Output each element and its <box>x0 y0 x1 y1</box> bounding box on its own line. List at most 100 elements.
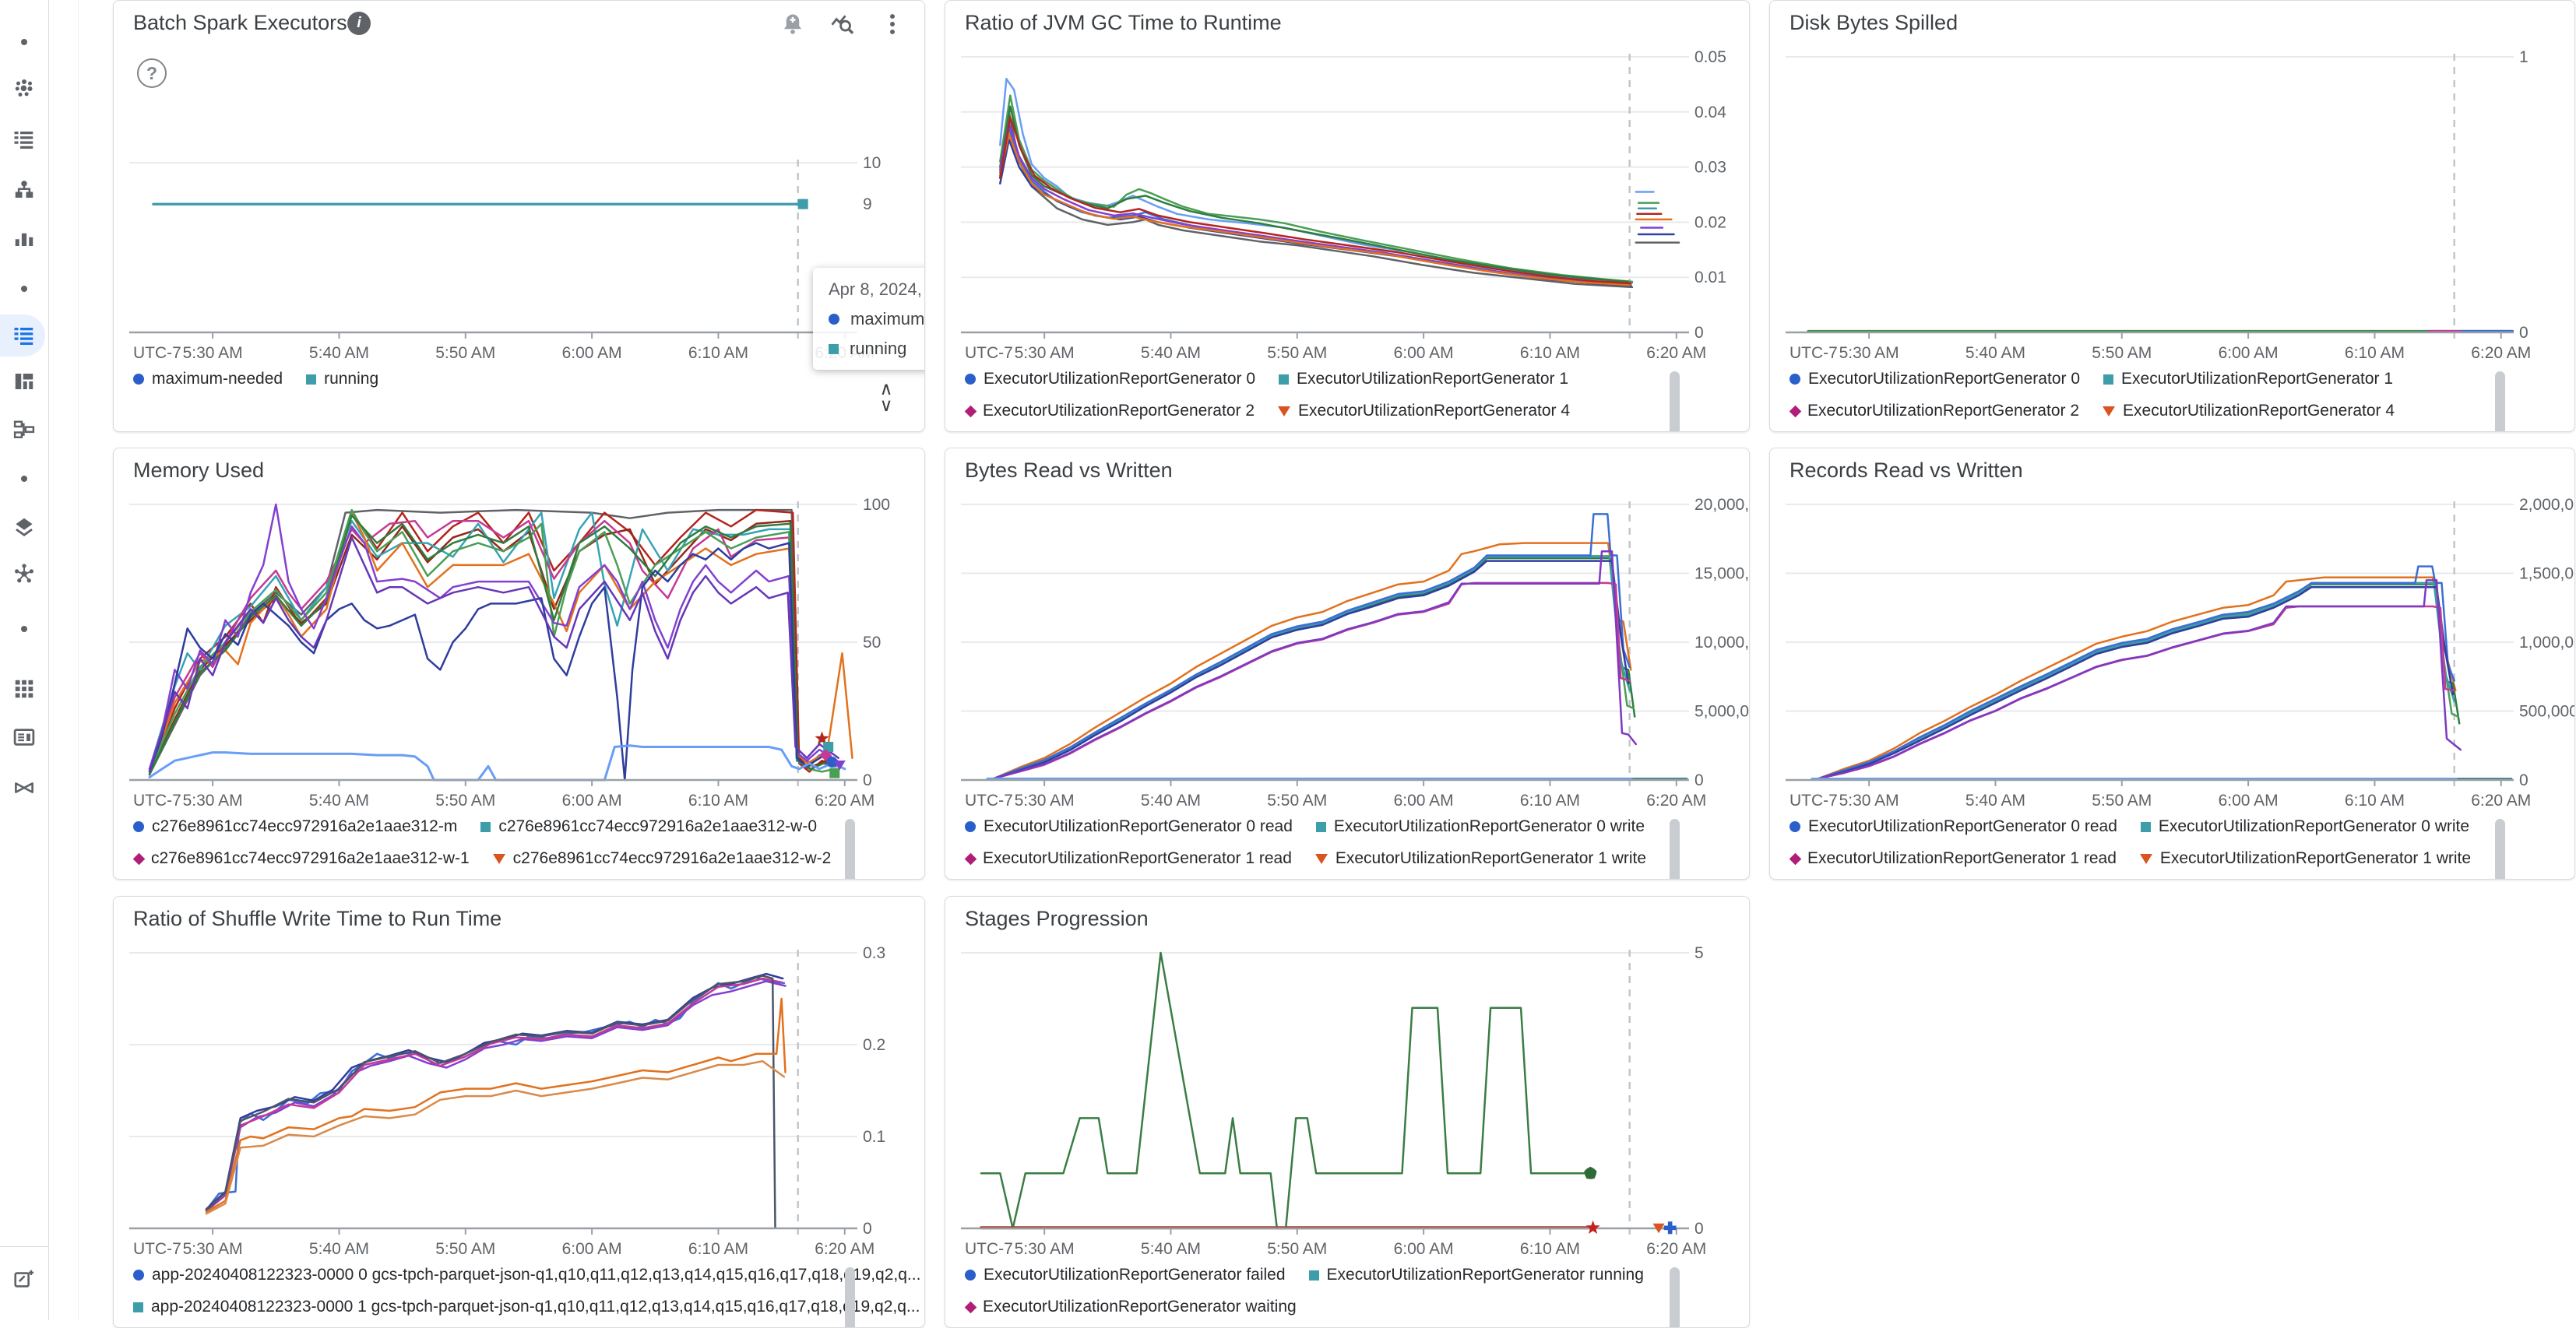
flow-icon <box>13 420 35 438</box>
svg-text:UTC-7: UTC-7 <box>133 1240 181 1258</box>
legend-item[interactable]: ExecutorUtilizationReportGenerator 2 <box>964 402 1255 420</box>
svg-text:6:10 AM: 6:10 AM <box>2345 344 2405 362</box>
sidebar-item-compose-icon[interactable] <box>5 1259 44 1298</box>
chart-shuffle-write-ratio[interactable]: 0.3 0.2 0.1 0 5:30 AM 5:40 AM 5:50 AM 6:00 AM 6:… <box>114 897 924 1263</box>
legend-item[interactable]: ExecutorUtilizationReportGenerator 1 <box>1279 370 1568 388</box>
legend-scrollbar[interactable] <box>1670 371 1680 431</box>
legend-item[interactable]: app-20240408122323-0000 0 gcs-tpch-parqu… <box>133 1266 920 1284</box>
svg-text:5:50 AM: 5:50 AM <box>1267 344 1327 362</box>
sidebar-item-dot-icon[interactable] <box>5 459 44 498</box>
legend-label: ExecutorUtilizationReportGenerator 1 rea… <box>983 849 1292 867</box>
legend-item[interactable]: ExecutorUtilizationReportGenerator 1 wri… <box>1314 849 1646 868</box>
sidebar-item-list-icon[interactable] <box>5 316 44 355</box>
sidebar-item-hub-icon[interactable] <box>5 554 44 593</box>
svg-text:5:30 AM: 5:30 AM <box>1015 792 1075 810</box>
panel-disk-bytes-spilled: Disk Bytes Spilled 1 0 5:30 AM 5:40 AM 5:50 … <box>1769 0 2575 432</box>
help-icon[interactable]: ? <box>137 58 167 88</box>
legend-item[interactable]: ExecutorUtilizationReportGenerator 0 wri… <box>2140 817 2470 836</box>
svg-text:2,000,000,000: 2,000,000,000 <box>2519 496 2574 514</box>
chart-jvm-gc-ratio[interactable]: 0.05 0.04 0.03 0.02 0.01 0 5:30 AM 5:40 AM 5:50 … <box>945 1 1749 367</box>
svg-text:5:30 AM: 5:30 AM <box>1839 792 1899 810</box>
add-alert-icon[interactable] <box>777 9 808 40</box>
legend-item[interactable]: c276e8961cc74ecc972916a2e1aae312-w-2 <box>492 849 831 868</box>
chart-records-read-written[interactable]: 2,000,000,000 1,500,000,000 1,000,000,000 5… <box>1770 448 2574 814</box>
legend-item[interactable]: ExecutorUtilizationReportGenerator 1 <box>2103 370 2393 388</box>
legend-scrollbar[interactable] <box>845 819 855 879</box>
sidebar-item-dot-icon[interactable] <box>5 610 44 648</box>
chart-disk-bytes-spilled[interactable]: 1 0 5:30 AM 5:40 AM 5:50 AM 6:00 AM 6:10 AM 6:2… <box>1770 1 2574 367</box>
panel-shuffle-write-ratio: Ratio of Shuffle Write Time to Run Time … <box>113 896 925 1328</box>
news-icon <box>13 729 35 746</box>
legend-scrollbar[interactable] <box>845 1267 855 1327</box>
legend-item[interactable]: ExecutorUtilizationReportGenerator 0 wri… <box>1315 817 1645 836</box>
legend-item[interactable]: ExecutorUtilizationReportGenerator 2 <box>1789 402 2079 420</box>
kebab-menu-icon[interactable] <box>877 9 908 40</box>
legend-item[interactable]: ExecutorUtilizationReportGenerator 1 wri… <box>2139 849 2471 868</box>
rail-divider <box>78 0 79 1320</box>
circle-marker-icon <box>965 821 976 832</box>
svg-text:1,000,000,000: 1,000,000,000 <box>2519 634 2574 652</box>
square-marker-icon <box>829 343 839 354</box>
chart-bytes-read-written[interactable]: 20,000,000,000 15,000,000,000 10,000,000,0… <box>945 448 1749 814</box>
tree-icon <box>15 181 33 198</box>
chart-legend: ExecutorUtilizationReportGenerator 0 rea… <box>1789 817 2497 868</box>
sidebar-item-layers-icon[interactable] <box>5 508 44 546</box>
sidebar-item-dashboard-icon[interactable] <box>5 362 44 401</box>
sidebar-item-news-icon[interactable] <box>5 718 44 757</box>
legend-scrollbar[interactable] <box>1670 1267 1680 1327</box>
svg-text:500,000,000: 500,000,000 <box>2519 703 2574 721</box>
legend-scrollbar[interactable] <box>1670 819 1680 879</box>
svg-text:5:40 AM: 5:40 AM <box>1965 344 2025 362</box>
legend-label: ExecutorUtilizationReportGenerator 1 rea… <box>1807 849 2117 867</box>
legend-scrollbar[interactable] <box>2495 371 2505 431</box>
sidebar-item-dot-icon[interactable] <box>5 23 44 61</box>
legend-item[interactable]: ExecutorUtilizationReportGenerator 0 rea… <box>1789 817 2117 836</box>
legend-item[interactable]: ExecutorUtilizationReportGenerator 4 <box>2103 402 2395 420</box>
sidebar-item-flow-icon[interactable] <box>5 411 44 450</box>
legend-item[interactable]: c276e8961cc74ecc972916a2e1aae312-w-1 <box>132 849 470 868</box>
sidebar-item-tree-icon[interactable] <box>5 170 44 209</box>
legend-item[interactable]: ExecutorUtilizationReportGenerator 1 rea… <box>964 849 1292 868</box>
svg-text:5:40 AM: 5:40 AM <box>309 344 369 362</box>
sidebar-item-bar-chart-icon[interactable] <box>5 219 44 258</box>
legend-item[interactable]: ExecutorUtilizationReportGenerator 4 <box>1278 402 1570 420</box>
sidebar-item-bowtie-icon[interactable] <box>5 768 44 807</box>
sidebar-item-dot-icon[interactable] <box>5 269 44 308</box>
panel-records-read-written: Records Read vs Written 2,000,000,000 1,5… <box>1769 448 2575 880</box>
info-icon[interactable]: i <box>347 12 371 35</box>
legend-item[interactable]: ExecutorUtilizationReportGenerator faile… <box>965 1266 1286 1284</box>
legend-item[interactable]: c276e8961cc74ecc972916a2e1aae312-m <box>133 817 457 836</box>
legend-item[interactable]: ExecutorUtilizationReportGenerator 0 rea… <box>965 817 1293 836</box>
legend-label: ExecutorUtilizationReportGenerator 1 <box>1297 370 1569 388</box>
legend-item[interactable]: ExecutorUtilizationReportGenerator 0 <box>965 370 1255 388</box>
legend-item[interactable]: app-20240408122323-0000 1 gcs-tpch-parqu… <box>133 1298 920 1316</box>
legend-item[interactable]: c276e8961cc74ecc972916a2e1aae312-w-0 <box>480 817 817 836</box>
legend-label: ExecutorUtilizationReportGenerator 0 wri… <box>2158 817 2470 835</box>
expand-legend-icon[interactable]: ∧ ∨ <box>879 378 893 415</box>
legend-item[interactable]: ExecutorUtilizationReportGenerator runni… <box>1308 1266 1644 1284</box>
legend-item[interactable]: ExecutorUtilizationReportGenerator 1 rea… <box>1789 849 2117 868</box>
panel-title: Disk Bytes Spilled <box>1789 11 1958 34</box>
legend-item[interactable]: running <box>306 370 378 388</box>
svg-text:6:10 AM: 6:10 AM <box>688 792 748 810</box>
svg-text:6:00 AM: 6:00 AM <box>1394 1240 1454 1258</box>
svg-text:0: 0 <box>1694 324 1704 342</box>
svg-text:6:00 AM: 6:00 AM <box>2219 792 2279 810</box>
legend-label: ExecutorUtilizationReportGenerator 0 <box>1808 370 2081 388</box>
svg-text:6:10 AM: 6:10 AM <box>2345 792 2405 810</box>
panel-title: Batch Spark Executors <box>133 11 347 34</box>
sidebar-item-cluster-icon[interactable] <box>5 69 44 108</box>
circle-marker-icon <box>965 374 976 385</box>
legend-item[interactable]: ExecutorUtilizationReportGenerator 0 <box>1789 370 2080 388</box>
chart-memory-used[interactable]: 100 50 0 5:30 AM 5:40 AM 5:50 AM 6:00 AM 6:10 A… <box>114 448 924 814</box>
legend-scrollbar[interactable] <box>2495 819 2505 879</box>
sidebar-item-list-icon[interactable] <box>5 120 44 159</box>
legend-item[interactable]: ExecutorUtilizationReportGenerator waiti… <box>964 1298 1297 1316</box>
square-marker-icon <box>2140 821 2151 832</box>
chart-stages-progression[interactable]: 5 0 5:30 AM 5:40 AM 5:50 AM 6:00 AM 6:10 AM 6:2… <box>945 897 1749 1263</box>
chart-legend: ExecutorUtilizationReportGenerator faile… <box>964 1266 1671 1316</box>
explore-in-metrics-icon[interactable] <box>827 9 858 40</box>
sidebar-item-grid-icon[interactable] <box>5 669 44 708</box>
legend-item[interactable]: maximum-needed <box>133 370 283 388</box>
